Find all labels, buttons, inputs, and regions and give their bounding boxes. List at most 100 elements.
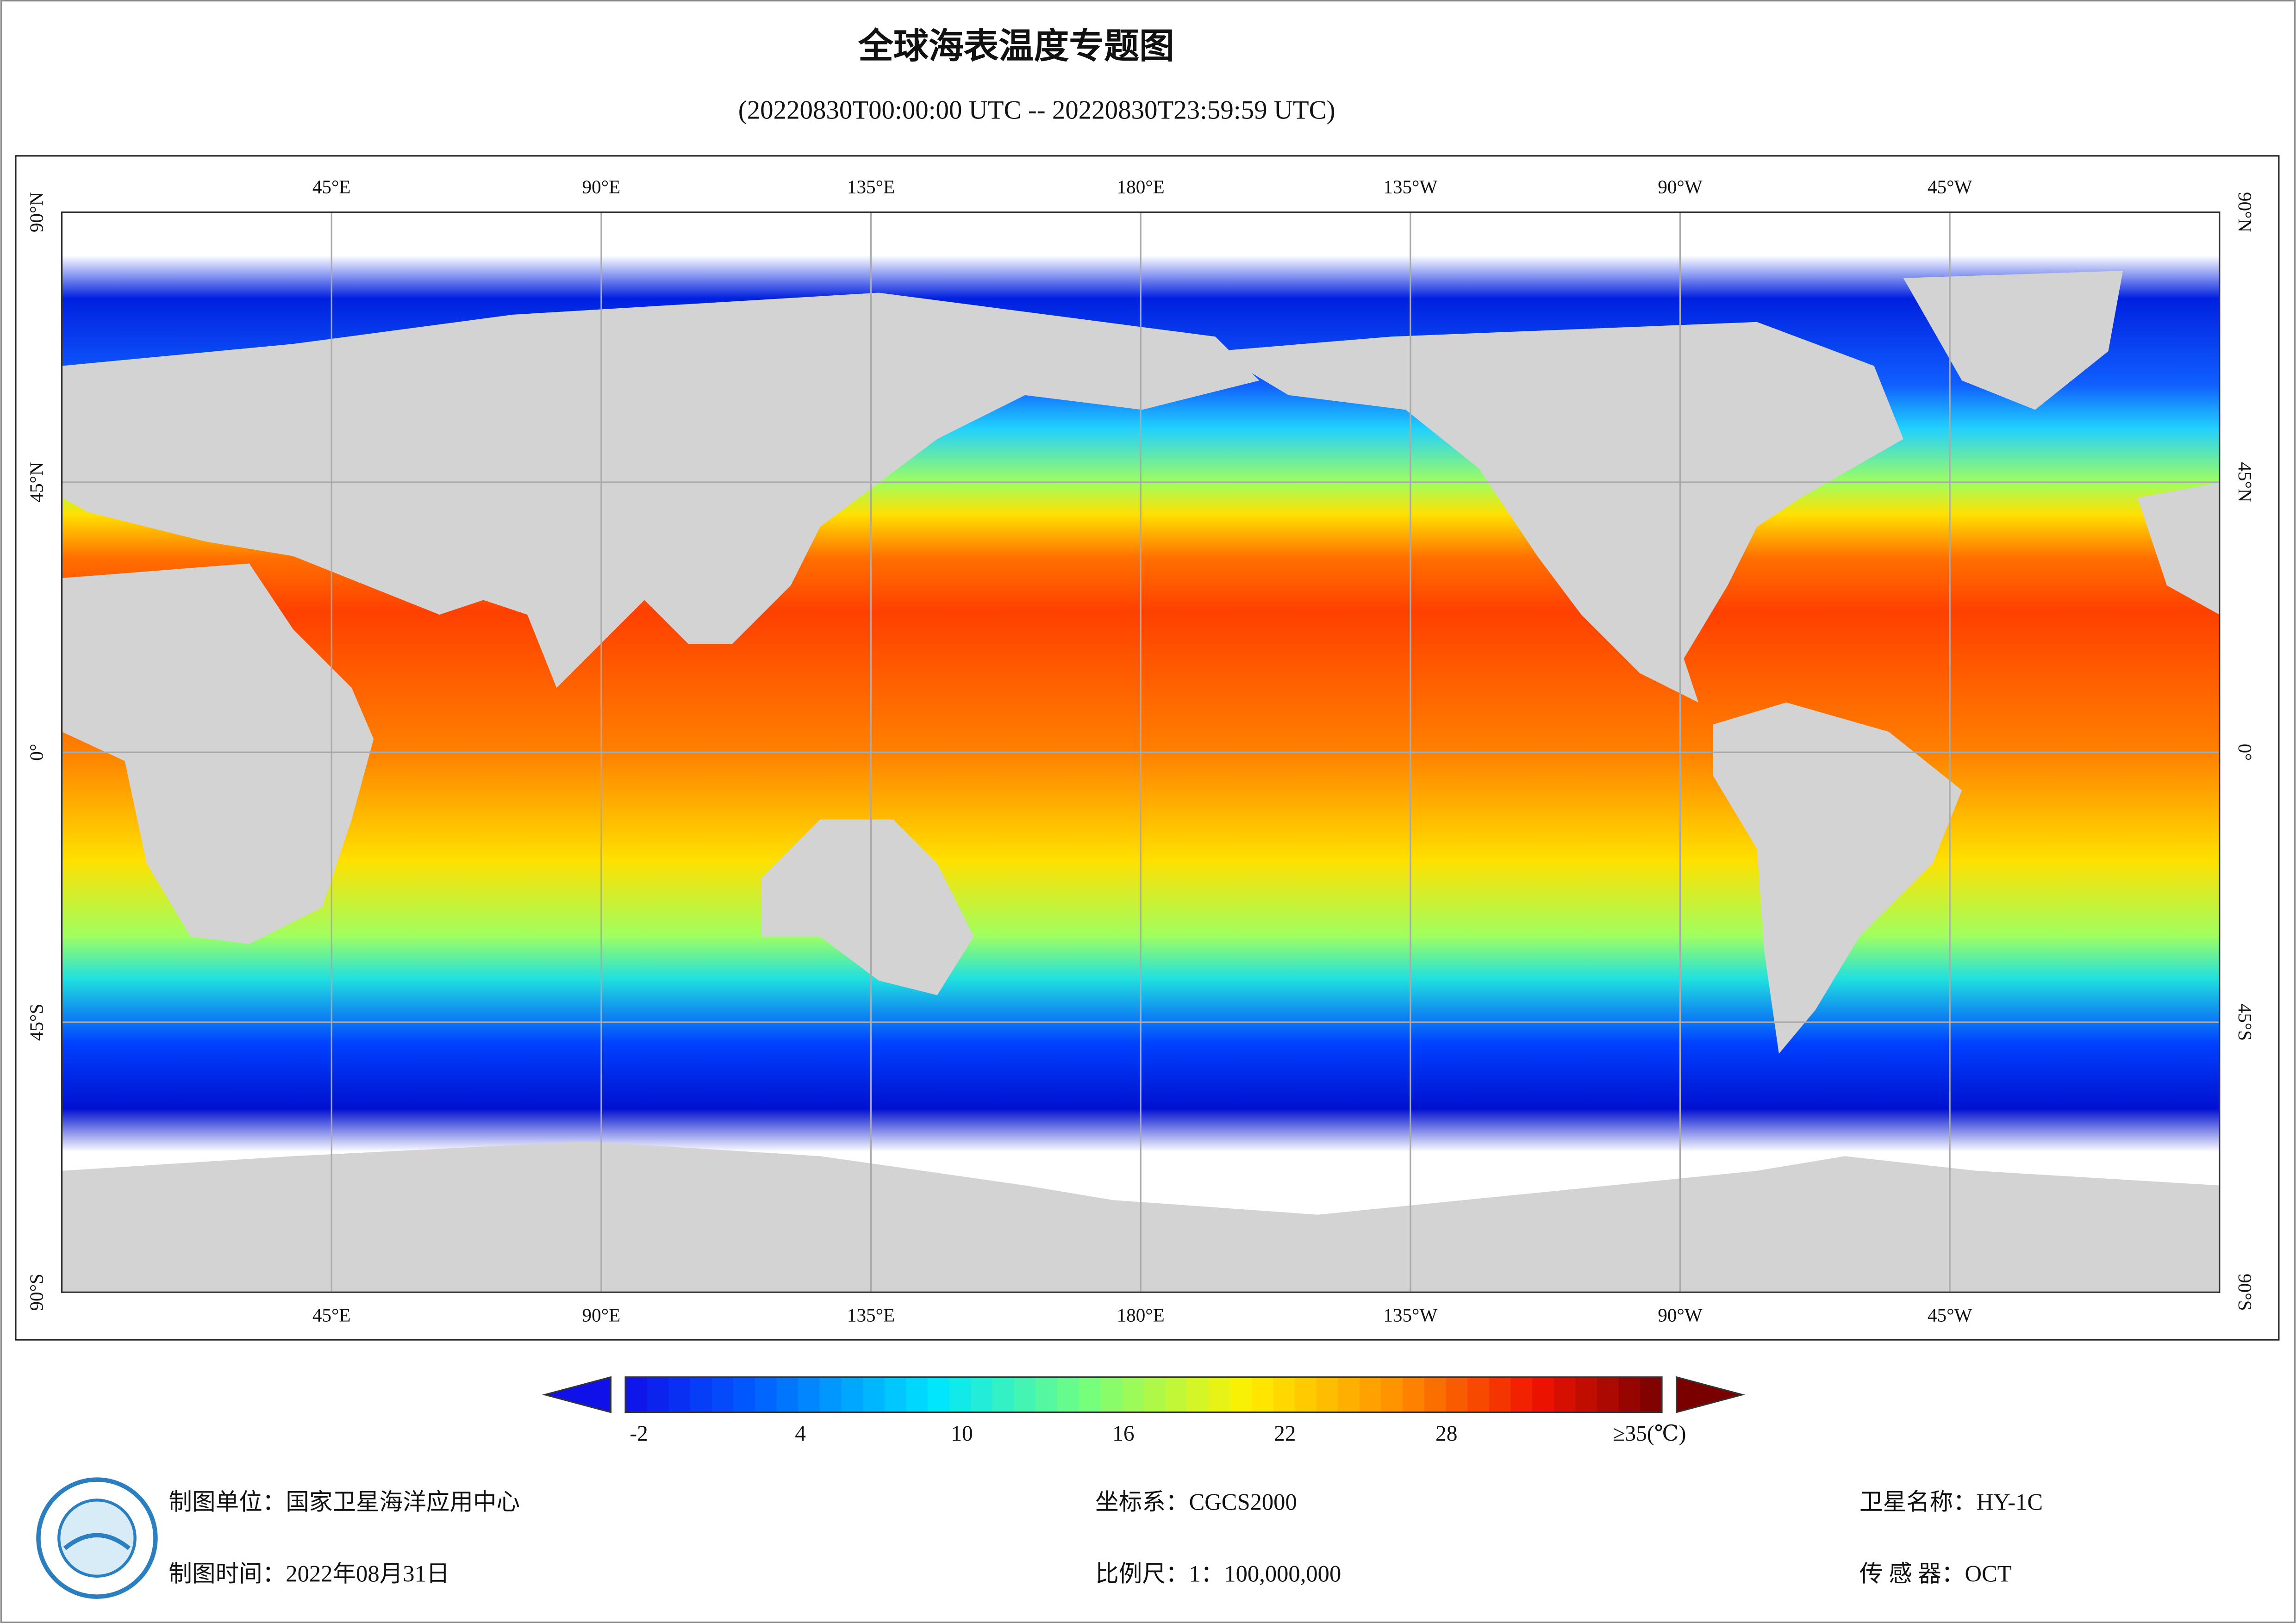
- title: 全球海表温度专题图: [858, 25, 1174, 66]
- colorbar-cell: [841, 1377, 864, 1412]
- lat-label-right: 45°S: [2234, 1004, 2256, 1041]
- map-body: [62, 212, 2220, 1293]
- colorbar-cell: [884, 1377, 907, 1412]
- map-frame: [15, 155, 2280, 1341]
- colorbar-cell: [776, 1377, 799, 1412]
- colorbar-cell: [1446, 1377, 1468, 1412]
- lat-label-left: 45°N: [25, 462, 47, 502]
- colorbar-cell: [711, 1377, 734, 1412]
- footer-sensor: 传 感 器：OCT: [1859, 1561, 2012, 1586]
- colorbar-cell: [992, 1377, 1015, 1412]
- lat-label-left: 45°S: [25, 1004, 47, 1041]
- colorbar-cell: [1143, 1377, 1166, 1412]
- lon-label-top: 45°W: [1928, 176, 1972, 197]
- colorbar-cell: [690, 1377, 713, 1412]
- colorbar-cell: [668, 1377, 691, 1412]
- europe-west: [2137, 483, 2220, 615]
- north-america: [1215, 322, 1903, 703]
- colorbar-cell: [1079, 1377, 1101, 1412]
- lon-label-top: 135°E: [847, 176, 895, 197]
- colorbar-cell: [1381, 1377, 1404, 1412]
- logo-wave: [63, 1533, 131, 1550]
- lat-label-right: 0°: [2234, 744, 2256, 761]
- colorbar-border: [624, 1376, 1663, 1413]
- colorbar-cell: [1057, 1377, 1080, 1412]
- colorbar-cell: [1338, 1377, 1360, 1412]
- colorbar-cell: [1186, 1377, 1210, 1412]
- footer-unit: 制图单位：国家卫星海洋应用中心: [168, 1489, 520, 1515]
- lon-label-top: 90°E: [582, 176, 621, 197]
- greenland: [1903, 271, 2123, 410]
- colorbar-cell: [1597, 1377, 1620, 1412]
- colorbar-cell: [1100, 1377, 1123, 1412]
- lon-label-bottom: 45°W: [1928, 1305, 1972, 1326]
- colorbar-cell: [1316, 1377, 1339, 1412]
- lat-label-left: 90°N: [25, 192, 47, 232]
- footer-crs: 坐标系：CGCS2000: [1095, 1489, 1297, 1515]
- colorbar-cell: [1295, 1377, 1317, 1412]
- lat-label-right: 45°N: [2234, 462, 2256, 502]
- colorbar-cell: [928, 1377, 950, 1412]
- colorbar-cell: [863, 1377, 886, 1412]
- lon-label-bottom: 45°E: [312, 1305, 351, 1326]
- colorbar-cell: [971, 1377, 993, 1412]
- lat-label-right: 90°S: [2234, 1274, 2256, 1311]
- lat-label-right: 90°N: [2234, 192, 2256, 232]
- footer-satellite: 卫星名称：HY-1C: [1859, 1489, 2043, 1515]
- colorbar-cell: [1424, 1377, 1447, 1412]
- colorbar-cell: [1489, 1377, 1512, 1412]
- colorbar-cell: [1618, 1377, 1641, 1412]
- logo-globe: [57, 1499, 137, 1578]
- colorbar-high-arrow: [1676, 1376, 1746, 1413]
- colorbar-cell: [819, 1377, 842, 1412]
- australia: [761, 819, 974, 995]
- colorbar-cell: [1359, 1377, 1382, 1412]
- colorbar-cell: [798, 1377, 821, 1412]
- lon-label-bottom: 180°E: [1117, 1305, 1165, 1326]
- colorbar-cell: [1122, 1377, 1145, 1412]
- lon-label-bottom: 90°W: [1658, 1305, 1703, 1326]
- colorbar-cell: [625, 1377, 648, 1412]
- colorbar-tick-label: -2: [630, 1422, 648, 1446]
- map-border: [61, 211, 2221, 1293]
- colorbar-cell: [647, 1377, 669, 1412]
- colorbar-cell: [1467, 1377, 1490, 1412]
- colorbar-cell: [1575, 1377, 1598, 1412]
- colorbar-cell: [755, 1377, 778, 1412]
- eurasia: [62, 292, 1260, 688]
- subtitle: (20220830T00:00:00 UTC -- 20220830T23:59…: [738, 96, 1335, 125]
- colorbar-cell: [733, 1377, 756, 1412]
- lon-label-bottom: 135°E: [847, 1305, 895, 1326]
- colorbar-cell: [949, 1377, 972, 1412]
- graticule: [62, 212, 2220, 1293]
- colorbar-cell: [1165, 1377, 1188, 1412]
- colorbar-cell: [1036, 1377, 1058, 1412]
- colorbar-tick-label: 22: [1274, 1422, 1296, 1446]
- lon-label-bottom: 135°W: [1383, 1305, 1437, 1326]
- logo: [36, 1477, 158, 1599]
- lat-label-left: 0°: [25, 744, 47, 761]
- lon-label-top: 90°W: [1658, 176, 1703, 197]
- lon-label-top: 180°E: [1117, 176, 1165, 197]
- colorbar-cell: [1510, 1377, 1533, 1412]
- lon-label-top: 45°E: [312, 176, 351, 197]
- footer-date: 制图时间：2022年08月31日: [168, 1561, 449, 1586]
- south-america: [1713, 702, 1962, 1054]
- colorbar-cell: [1014, 1377, 1036, 1412]
- colorbar-tick-label: ≥35(℃): [1613, 1422, 1686, 1446]
- lon-label-top: 135°W: [1383, 176, 1437, 197]
- colorbar-tick-label: 4: [795, 1422, 806, 1446]
- lat-label-left: 90°S: [25, 1274, 47, 1311]
- africa: [62, 563, 374, 944]
- colorbar-cell: [1208, 1377, 1231, 1412]
- footer-scale: 比例尺：1：100,000,000: [1095, 1561, 1341, 1586]
- colorbar-cell: [1251, 1377, 1274, 1412]
- colorbar-cell: [1230, 1377, 1253, 1412]
- colorbar-tick-label: 28: [1435, 1422, 1457, 1446]
- colorbar-cell: [1273, 1377, 1296, 1412]
- colorbar-tick-label: 10: [951, 1422, 973, 1446]
- colorbar-cell: [906, 1377, 929, 1412]
- colorbar-cell: [1640, 1377, 1663, 1412]
